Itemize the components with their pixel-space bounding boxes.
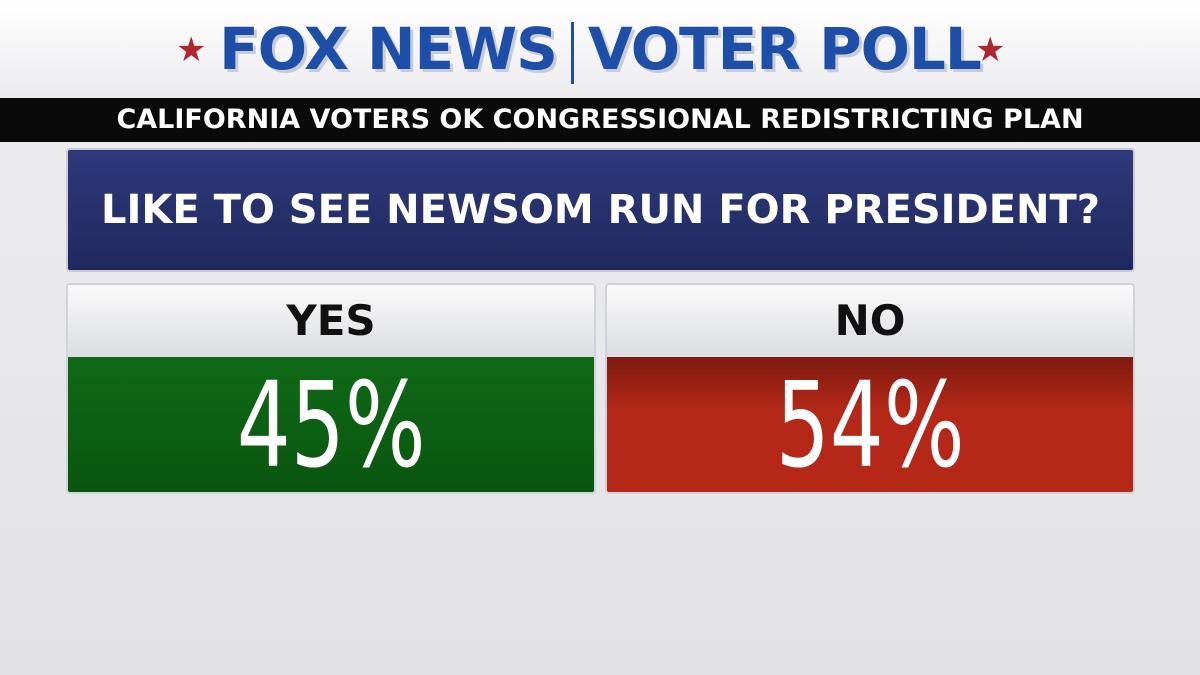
star: ★ — [176, 30, 207, 70]
separator — [570, 21, 574, 84]
brand: FOX NEWS — [219, 15, 558, 83]
subtitle: CALIFORNIA VOTERS OK CONGRESSIONAL REDIS… — [0, 98, 1200, 142]
star: ★ — [975, 30, 1006, 70]
option-value-box: 54% — [607, 356, 1133, 494]
option-label: NO — [607, 285, 1133, 357]
option-panel: YES 45% — [66, 283, 596, 494]
logo: FOX NEWS VOTER POLL — [0, 14, 1200, 84]
question: LIKE TO SEE NEWSOM RUN FOR PRESIDENT? — [66, 148, 1135, 272]
title: VOTER POLL — [587, 15, 982, 83]
option-panel: NO 54% — [605, 283, 1135, 494]
option-value: 45% — [236, 356, 426, 494]
option-value: 54% — [775, 356, 965, 494]
option-label: YES — [68, 285, 594, 357]
option-value-box: 45% — [68, 356, 594, 494]
header-band — [0, 0, 1200, 97]
